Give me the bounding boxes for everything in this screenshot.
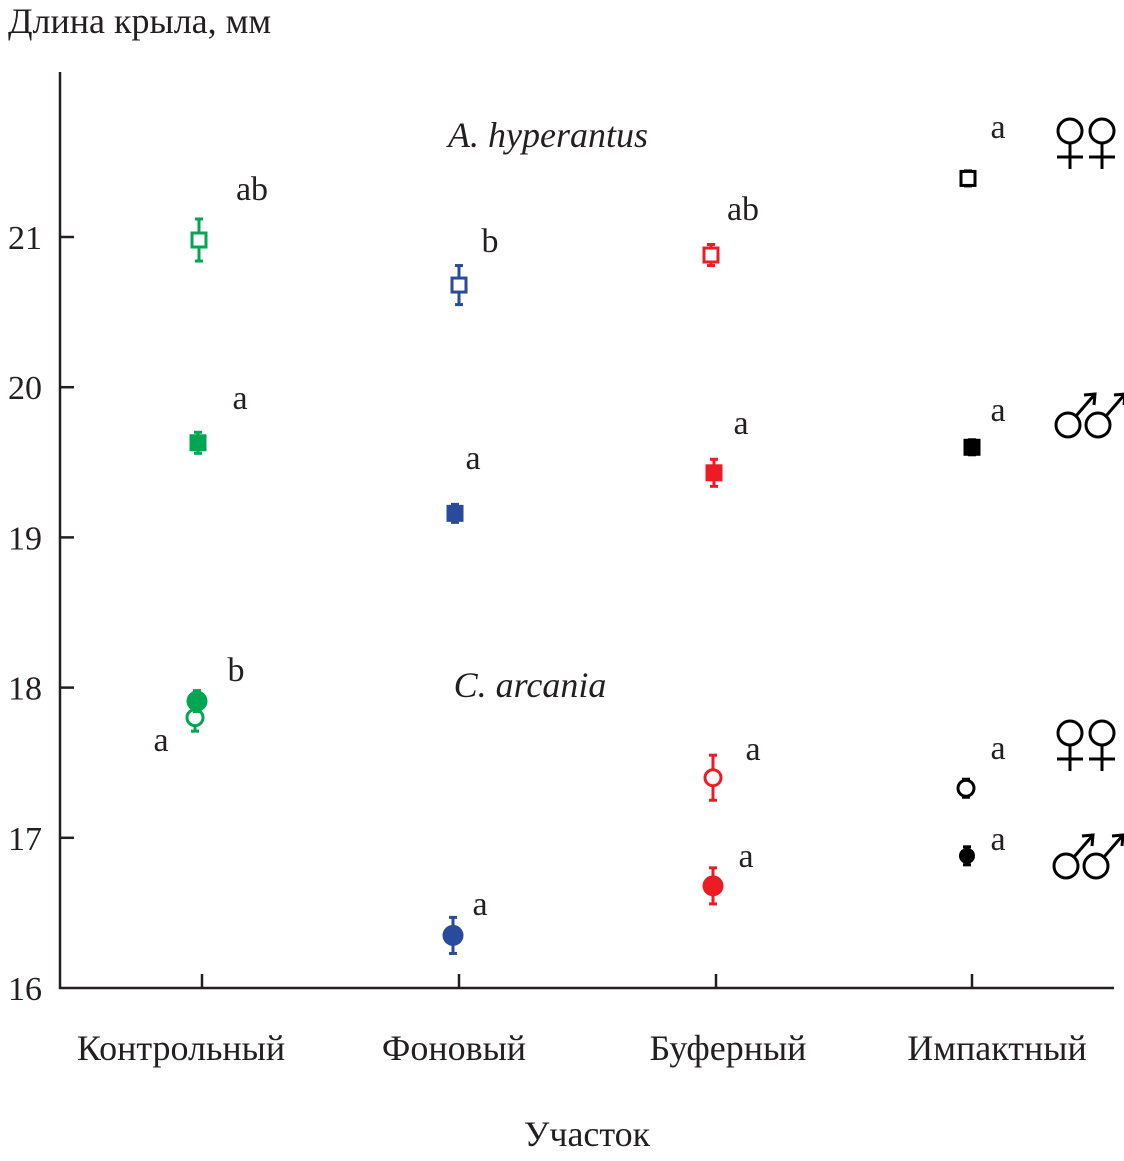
female-symbol-icon [1088,719,1116,771]
y-tick-label: 19 [8,520,42,557]
marker-square-filled [963,438,981,456]
male-symbol-ring [1052,852,1080,880]
significance-letter: a [153,722,168,759]
data-point [442,915,464,955]
female-symbol-ring [1088,117,1116,145]
marker-square-filled [189,434,207,452]
data-point [959,169,977,188]
data-point [186,689,208,714]
marker-circle-filled [959,847,975,864]
marker-square-filled [705,464,723,482]
significance-letter: a [733,405,748,442]
male-symbol-arrow [1083,392,1097,406]
significance-letter: ab [727,191,759,228]
male-symbol-arrow [1111,833,1124,847]
male-symbol-icon [1082,833,1124,880]
male-symbol-shaft [1072,834,1095,858]
female-symbol-ring [1088,719,1116,747]
significance-letter: b [228,652,245,689]
x-ticks: Контрольный Фоновый Буферный Импактный [77,974,1087,1068]
sex-symbols [1052,117,1124,880]
data-point [705,457,723,488]
male-symbol-icon [1084,392,1124,439]
significance-letter: a [990,730,1005,767]
marker-circle-filled [442,924,464,946]
y-tick-label: 21 [8,220,42,257]
data-point [963,438,981,457]
significance-letter: ab [236,171,268,208]
male-symbol-ring [1054,411,1082,439]
data-point [446,502,464,524]
significance-letter: a [232,380,247,417]
species-label-a-hyperantus: A. hyperantus [446,115,648,155]
x-tick-label: Контрольный [77,1028,285,1068]
marker-circle-open [956,778,976,798]
marker-square-open [450,276,468,294]
y-axis-title: Длина крыла, мм [8,1,271,41]
female-symbol-ring [1056,719,1084,747]
data-point [702,243,720,268]
species-label-c-arcania: C. arcania [454,665,607,705]
significance-letter: a [465,440,480,477]
male-symbol-shaft [1102,834,1124,858]
female-symbol-ring [1056,117,1084,145]
data-point [189,430,207,455]
marker-square-open [702,246,720,264]
x-axis-title: Участок [524,1114,651,1154]
significance-letter: a [472,886,487,923]
data-point [450,264,468,307]
y-ticks: 16 17 18 19 20 21 [8,220,74,1008]
y-tick-label: 16 [8,971,42,1008]
data-point [703,753,723,802]
female-symbol-icon [1056,719,1084,771]
male-symbol-arrow [1081,833,1095,847]
data-point [190,217,208,263]
significance-letter: a [990,392,1005,429]
male-symbol-shaft [1074,393,1097,417]
data-points [185,169,981,955]
y-tick-label: 20 [8,370,42,407]
y-tick-label: 17 [8,821,42,858]
significance-letter: b [482,223,499,260]
x-tick-label: Импактный [907,1028,1087,1068]
significance-letter: a [738,838,753,875]
male-symbol-arrow [1113,392,1124,405]
significance-letter: a [990,821,1005,858]
marker-square-open [959,169,977,187]
significance-letter: a [745,731,760,768]
male-symbol-ring [1082,852,1110,880]
male-symbol-icon [1052,833,1095,880]
x-tick-label: Буферный [650,1028,807,1068]
male-symbol-ring [1084,411,1112,439]
female-symbol-icon [1088,117,1116,169]
male-symbol-shaft [1104,393,1124,417]
data-point [959,845,975,867]
data-point [702,866,724,906]
marker-circle-filled [702,875,724,897]
marker-square-open [190,231,208,249]
marker-square-filled [446,504,464,522]
marker-circle-open [703,768,723,788]
data-point [956,777,976,799]
significance-letter: a [990,109,1005,146]
y-tick-label: 18 [8,671,42,708]
x-tick-label: Фоновый [382,1028,526,1068]
female-symbol-icon [1056,117,1084,169]
male-symbol-icon [1054,392,1097,439]
marker-circle-filled [186,690,208,712]
